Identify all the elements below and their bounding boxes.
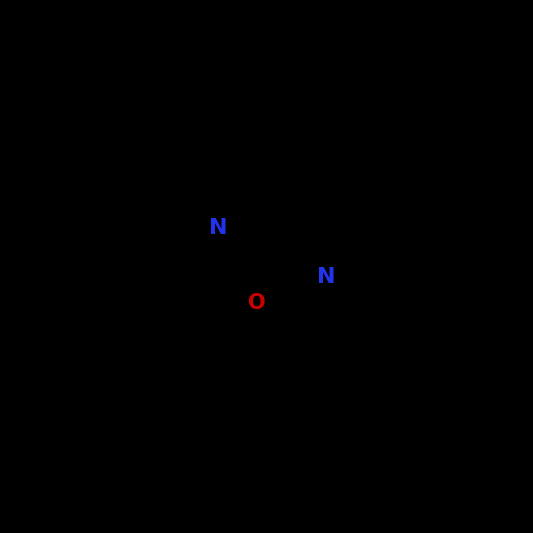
Text: N: N bbox=[317, 266, 336, 287]
Text: N: N bbox=[209, 218, 228, 238]
Text: O: O bbox=[248, 293, 266, 313]
